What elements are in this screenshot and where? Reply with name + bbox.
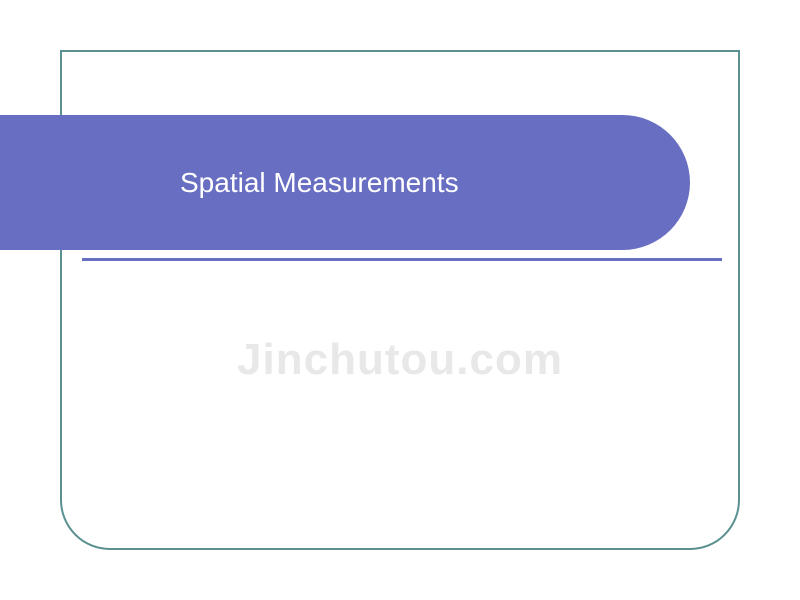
- slide-title: Spatial Measurements: [180, 167, 459, 199]
- title-bar: Spatial Measurements: [0, 115, 690, 250]
- title-underline: [82, 258, 722, 261]
- watermark-text: Jinchutou.com: [0, 335, 800, 385]
